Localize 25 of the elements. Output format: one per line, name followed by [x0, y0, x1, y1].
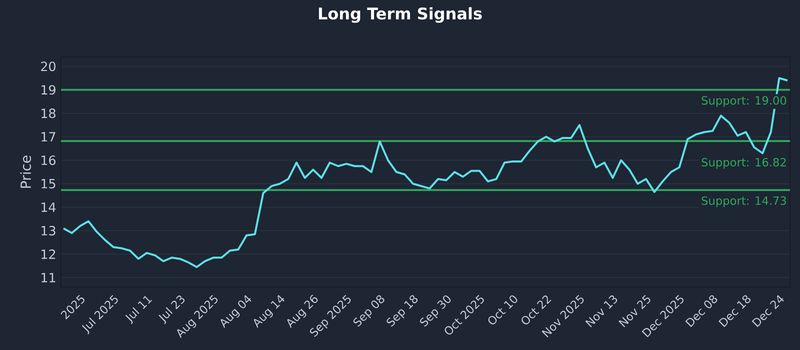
y-tick-label: 15 — [42, 179, 56, 188]
ref-line-label: Support: 19.00 — [702, 96, 786, 107]
y-tick-label: 14 — [42, 202, 56, 212]
ref-line-label: Support: 16.82 — [702, 158, 786, 169]
y-tick-label: 13 — [42, 226, 56, 236]
x-tick-label: Sep 18 — [386, 295, 418, 327]
x-tick-label: Dec 24 — [752, 295, 784, 328]
y-tick-label: 19 — [42, 85, 56, 95]
y-tick-label: 16 — [42, 155, 56, 166]
y-axis-title: Price — [20, 156, 32, 188]
y-tick-label: 18 — [42, 108, 56, 118]
x-tick-label: Dec 08 — [685, 295, 718, 328]
x-tick-label: Dec 18 — [718, 295, 750, 328]
y-tick-label: 17 — [42, 132, 56, 142]
y-tick-label: 20 — [41, 62, 56, 72]
x-tick-label: Oct 22 — [522, 296, 552, 324]
x-tick-label: Sep 30 — [420, 295, 451, 327]
x-tick-label: Jul 11 — [125, 296, 152, 324]
x-tick-label: Jul 23 — [158, 296, 184, 324]
y-tick-label: 11 — [42, 272, 56, 282]
chart-title: Long Term Signals — [318, 7, 482, 23]
x-tick-label: Sep 08 — [353, 295, 384, 327]
ref-line-label: Support: 14.73 — [702, 196, 786, 208]
x-tick-label: Oct 10 — [488, 295, 518, 324]
y-tick-label: 12 — [42, 249, 56, 259]
